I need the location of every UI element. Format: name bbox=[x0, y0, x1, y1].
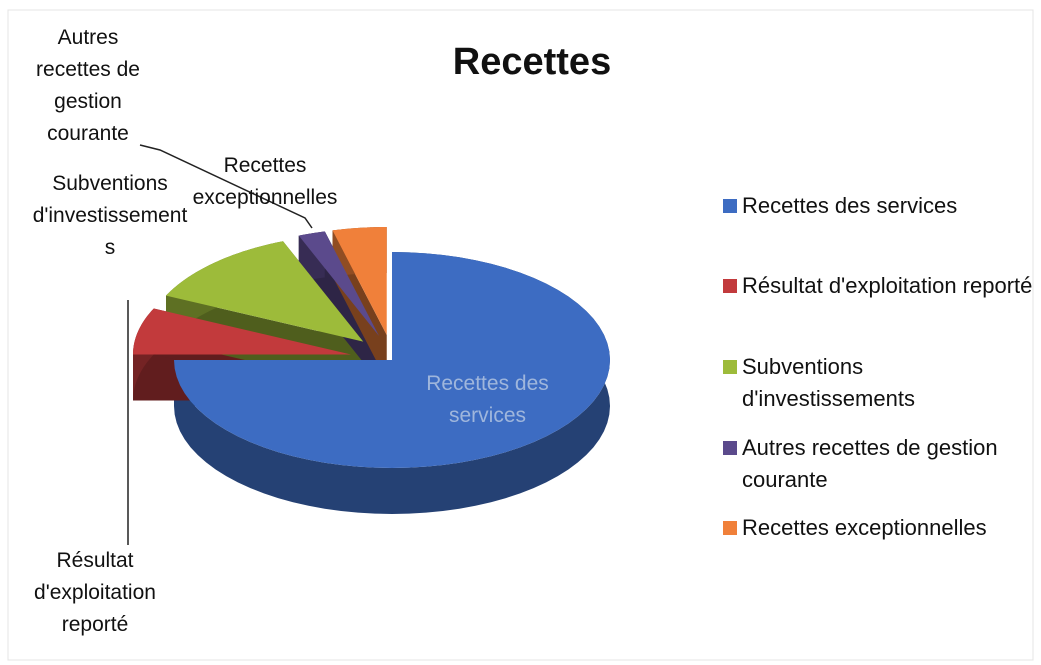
pie-slice bbox=[332, 226, 387, 335]
data-label: Recettes des services bbox=[426, 372, 549, 427]
data-label: Subventions d'investissements bbox=[32, 172, 188, 259]
legend-label: Recettes exceptionnelles bbox=[742, 515, 987, 540]
legend-label: Autres recettes de gestion courante bbox=[742, 435, 998, 492]
legend-label: Résultat d'exploitation reporté bbox=[742, 273, 1033, 298]
data-label: Recettes exceptionnelles bbox=[192, 154, 338, 209]
slices bbox=[133, 226, 610, 514]
pie-slice bbox=[298, 231, 380, 337]
chart-title: Recettes bbox=[453, 41, 611, 83]
data-label: Résultat d'exploitation reporté bbox=[34, 549, 156, 636]
legend-label: Recettes des services bbox=[742, 193, 958, 218]
data-label: Autres recettes de gestion courante bbox=[36, 26, 140, 145]
legend-swatch bbox=[723, 360, 737, 374]
legend-swatch bbox=[723, 199, 737, 213]
pie-slice bbox=[174, 252, 610, 468]
legend-swatch bbox=[723, 441, 737, 455]
pie-slice bbox=[165, 241, 364, 342]
legend-swatch bbox=[723, 521, 737, 535]
legend-label: Subventions d'investissements bbox=[742, 354, 915, 411]
leader-line bbox=[139, 144, 313, 229]
legend-swatch bbox=[723, 279, 737, 293]
pie-slice bbox=[133, 308, 352, 355]
frame bbox=[7, 9, 1034, 661]
